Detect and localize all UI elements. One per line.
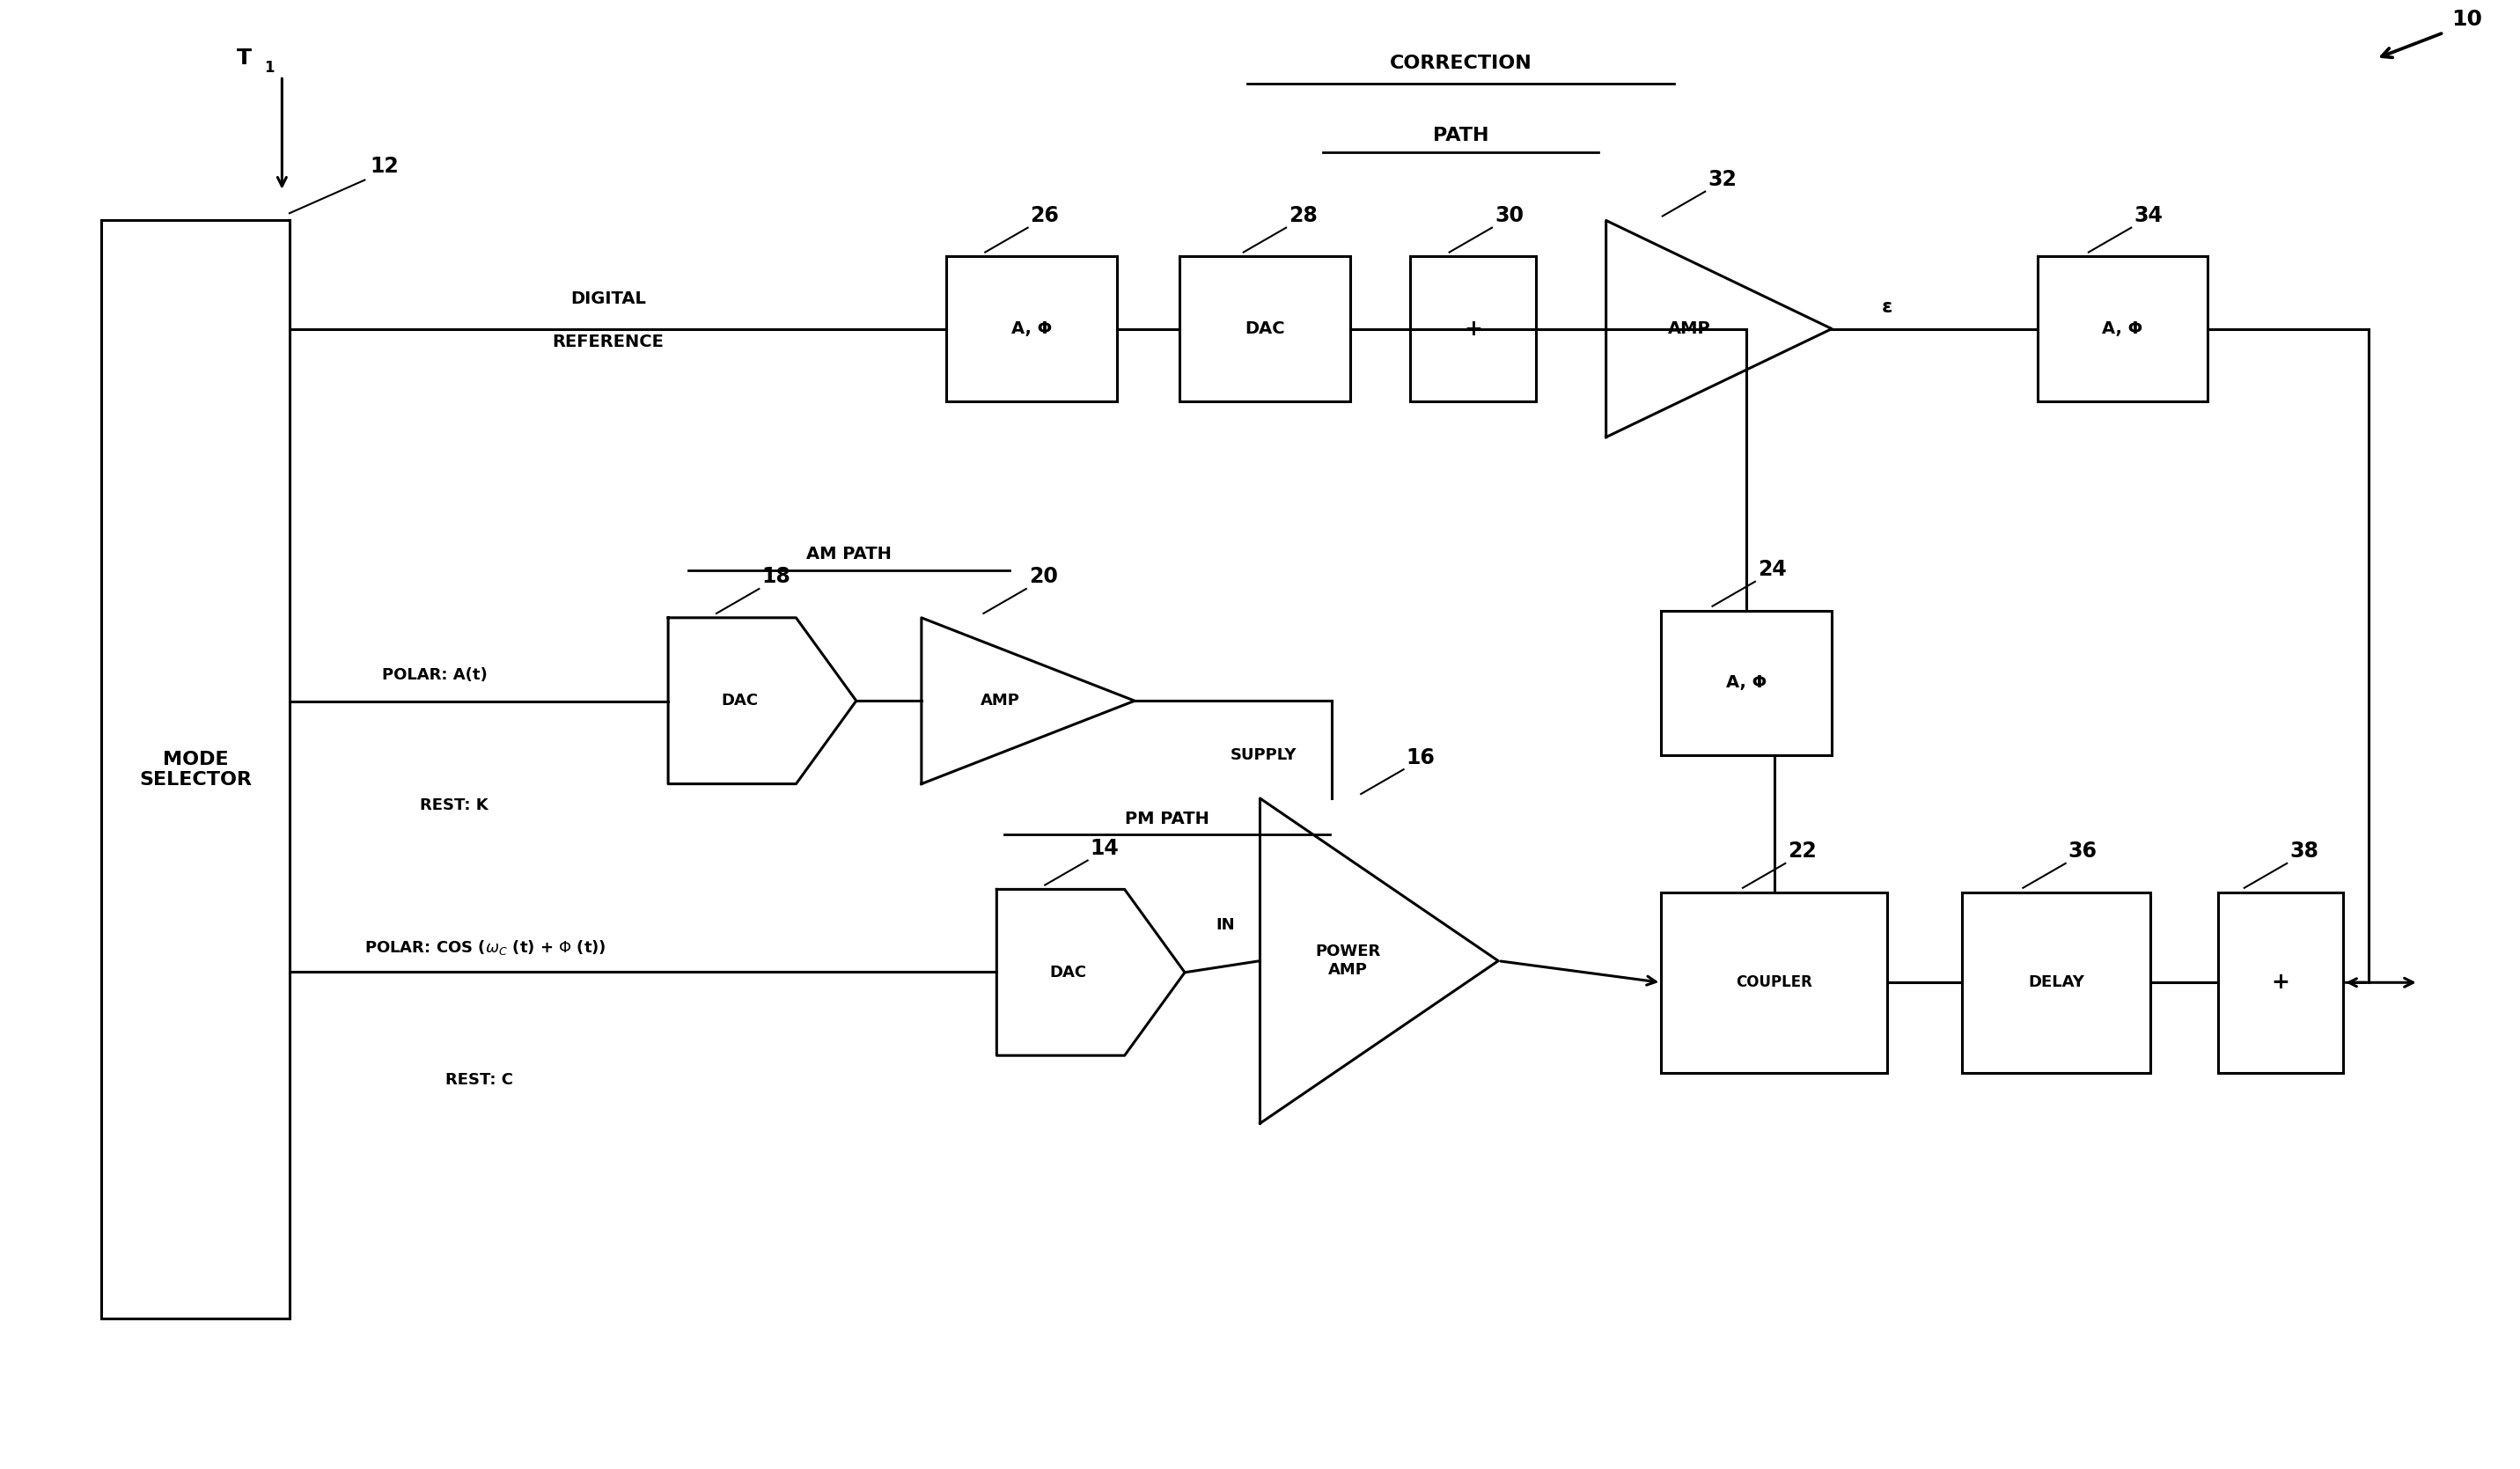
Text: 38: 38 bbox=[2291, 840, 2318, 862]
Text: 16: 16 bbox=[1406, 746, 1434, 768]
Text: 1: 1 bbox=[265, 60, 275, 76]
Text: DAC: DAC bbox=[721, 693, 759, 708]
Text: PM PATH: PM PATH bbox=[1124, 811, 1210, 827]
Text: SUPPLY: SUPPLY bbox=[1230, 748, 1295, 762]
Text: CORRECTION: CORRECTION bbox=[1389, 54, 1532, 72]
Text: 14: 14 bbox=[1091, 837, 1119, 859]
Text: 22: 22 bbox=[1787, 840, 1817, 862]
Text: A, Φ: A, Φ bbox=[1726, 674, 1767, 690]
Text: IN: IN bbox=[1215, 918, 1235, 933]
Bar bbox=[1179, 257, 1351, 401]
Text: A, Φ: A, Φ bbox=[1011, 320, 1053, 338]
Text: 36: 36 bbox=[2069, 840, 2097, 862]
Text: 30: 30 bbox=[1494, 206, 1525, 226]
Text: DAC: DAC bbox=[1245, 320, 1285, 338]
Bar bbox=[101, 220, 290, 1318]
Text: 24: 24 bbox=[1756, 560, 1787, 580]
Text: 12: 12 bbox=[370, 156, 398, 178]
Text: AMP: AMP bbox=[980, 693, 1021, 708]
Text: 34: 34 bbox=[2134, 206, 2162, 226]
Text: AMP: AMP bbox=[1668, 320, 1711, 338]
Text: 18: 18 bbox=[761, 566, 791, 588]
Text: REFERENCE: REFERENCE bbox=[552, 333, 663, 351]
Text: A, Φ: A, Φ bbox=[2102, 320, 2142, 338]
Text: +: + bbox=[1464, 319, 1482, 339]
Text: AM PATH: AM PATH bbox=[806, 546, 892, 563]
Bar bbox=[2218, 892, 2344, 1072]
Text: DELAY: DELAY bbox=[2029, 974, 2084, 990]
Bar bbox=[1661, 611, 1832, 755]
Text: DAC: DAC bbox=[1051, 965, 1086, 980]
Text: POWER
AMP: POWER AMP bbox=[1315, 943, 1381, 978]
Text: ε: ε bbox=[1882, 298, 1893, 316]
Text: POLAR: A(t): POLAR: A(t) bbox=[383, 667, 489, 683]
Text: 10: 10 bbox=[2452, 9, 2482, 29]
Text: MODE
SELECTOR: MODE SELECTOR bbox=[139, 751, 252, 789]
Bar bbox=[1661, 892, 1887, 1072]
Text: PATH: PATH bbox=[1434, 126, 1489, 144]
Text: +: + bbox=[2271, 972, 2291, 993]
Text: 28: 28 bbox=[1288, 206, 1318, 226]
Text: 26: 26 bbox=[1031, 206, 1058, 226]
Text: T: T bbox=[237, 47, 252, 69]
Text: COUPLER: COUPLER bbox=[1736, 974, 1812, 990]
Text: POLAR: COS ($\omega_C$ (t) + $\Phi$ (t)): POLAR: COS ($\omega_C$ (t) + $\Phi$ (t)) bbox=[365, 937, 607, 956]
Text: REST: C: REST: C bbox=[446, 1072, 512, 1089]
Bar bbox=[1963, 892, 2150, 1072]
Text: REST: K: REST: K bbox=[421, 798, 489, 814]
Bar bbox=[2036, 257, 2208, 401]
Text: DIGITAL: DIGITAL bbox=[570, 291, 645, 307]
Text: 20: 20 bbox=[1028, 566, 1058, 588]
Text: 32: 32 bbox=[1709, 169, 1736, 190]
Bar bbox=[1411, 257, 1535, 401]
Bar bbox=[948, 257, 1116, 401]
